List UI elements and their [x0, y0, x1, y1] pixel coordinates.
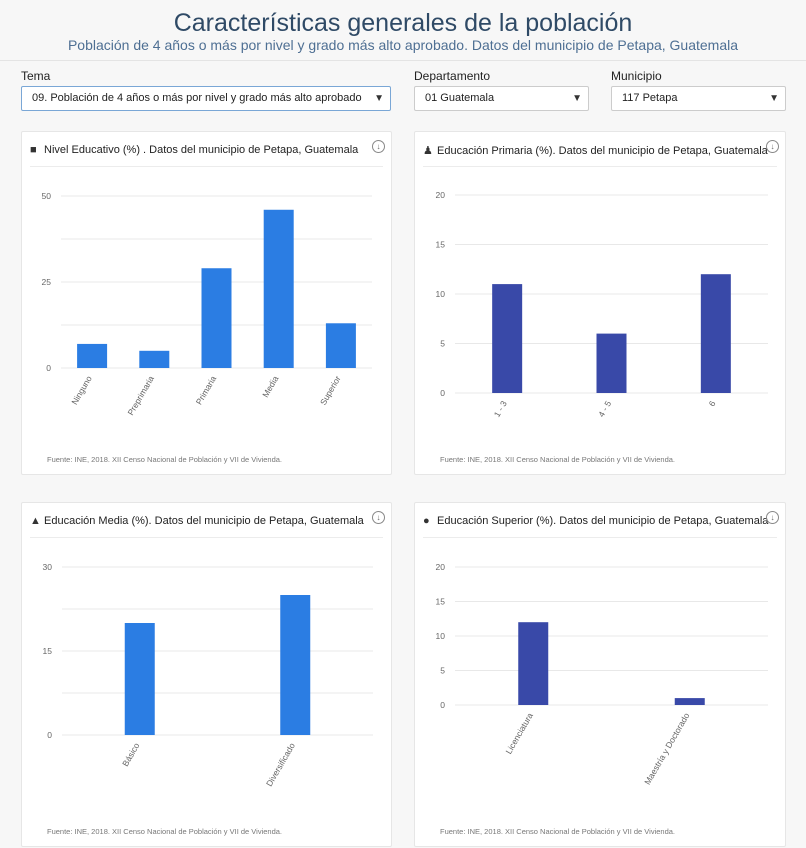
- bar[interactable]: [280, 595, 311, 735]
- x-tick-label: 1 - 3: [492, 399, 509, 419]
- chart-title: ▲ Educación Media (%). Datos del municipi…: [30, 515, 364, 527]
- x-tick-label: Superior: [318, 374, 343, 407]
- chart-card-educacion-primaria: ♟ Educación Primaria (%). Datos del munic…: [414, 131, 786, 475]
- caret-down-icon: ▼: [572, 93, 582, 104]
- tema-label: Tema: [21, 69, 51, 83]
- chart-title-text: Educación Primaria (%). Datos del munici…: [437, 145, 768, 157]
- municipio-select-value: 117 Petapa: [622, 92, 678, 104]
- chart-title: ● Educación Superior (%). Datos del munic…: [423, 515, 768, 527]
- chart-title: ■ Nivel Educativo (%) . Datos del municip…: [30, 144, 358, 156]
- bar[interactable]: [263, 209, 294, 368]
- y-tick-label: 10: [436, 289, 446, 299]
- y-tick-label: 15: [436, 597, 446, 607]
- tema-select-value: 09. Población de 4 años o más por nivel …: [32, 92, 362, 104]
- chart-title-text: Nivel Educativo (%) . Datos del municipi…: [44, 144, 359, 156]
- departamento-select[interactable]: 01 Guatemala ▼: [414, 86, 589, 111]
- y-tick-label: 0: [440, 388, 445, 398]
- page-header: Características generales de la població…: [0, 0, 806, 61]
- page-subtitle: Población de 4 años o más por nivel y gr…: [67, 37, 739, 53]
- graduation-cap-icon: ▲: [30, 515, 41, 527]
- bar[interactable]: [124, 623, 155, 735]
- y-tick-label: 0: [47, 730, 52, 740]
- bar[interactable]: [492, 284, 523, 393]
- divider: [30, 166, 383, 167]
- y-tick-label: 15: [436, 240, 446, 250]
- chart-svg: 0 5 10 15 20 1 - 3 4 - 5 6: [436, 190, 768, 419]
- bar[interactable]: [77, 343, 108, 368]
- chart-card-nivel-educativo: ■ Nivel Educativo (%) . Datos del municip…: [21, 131, 392, 475]
- y-tick-label: 20: [436, 562, 446, 572]
- x-tick-label: Maestría y Doctorado: [642, 711, 691, 787]
- source-note: Fuente: INE, 2018. XII Censo Nacional de…: [47, 455, 283, 464]
- x-tick-label: 6: [707, 399, 718, 408]
- x-tick-label: Ninguno: [69, 374, 94, 407]
- municipio-select[interactable]: 117 Petapa ▼: [611, 86, 786, 111]
- chart-svg: 0 5 10 15 20 Licenciatura Maestría y Doctorado: [436, 562, 768, 787]
- x-tick-label: Diversificado: [264, 741, 297, 788]
- bar[interactable]: [596, 333, 627, 393]
- source-note: Fuente: INE, 2018. XII Censo Nacional de…: [47, 827, 283, 836]
- x-tick-label: Básico: [120, 741, 142, 768]
- chart-title-text: Educación Superior (%). Datos del munici…: [437, 515, 769, 527]
- municipio-label: Municipio: [611, 69, 662, 83]
- bar[interactable]: [201, 268, 232, 368]
- divider: [423, 537, 777, 538]
- source-note: Fuente: INE, 2018. XII Censo Nacional de…: [440, 455, 676, 464]
- divider: [423, 166, 777, 167]
- chart-card-educacion-superior: ● Educación Superior (%). Datos del munic…: [414, 502, 786, 847]
- tema-select[interactable]: 09. Población de 4 años o más por nivel …: [21, 86, 391, 111]
- x-tick-label: Media: [260, 374, 280, 399]
- y-tick-label: 30: [43, 562, 53, 572]
- x-tick-label: Preprimaria: [125, 374, 156, 417]
- departamento-label: Departamento: [414, 69, 491, 83]
- chart-svg: 0 25 50 Ninguno Preprimaria Primaria Media Supe…: [42, 191, 372, 417]
- bar[interactable]: [674, 698, 705, 705]
- x-tick-label: Primaria: [194, 374, 219, 407]
- source-note: Fuente: INE, 2018. XII Censo Nacional de…: [440, 827, 676, 836]
- child-icon: ♟: [423, 145, 433, 157]
- chart-svg: 0 15 30 Básico Diversificado: [43, 562, 373, 788]
- x-tick-label: 4 - 5: [596, 399, 613, 419]
- y-tick-label: 25: [42, 277, 52, 287]
- download-icon[interactable]: ↓: [372, 511, 385, 524]
- bar[interactable]: [325, 323, 356, 368]
- y-tick-label: 5: [440, 339, 445, 349]
- user-graduate-icon: ●: [423, 515, 430, 527]
- caret-down-icon: ▼: [374, 93, 384, 104]
- bar[interactable]: [139, 350, 170, 368]
- bar[interactable]: [518, 622, 549, 705]
- y-tick-label: 0: [440, 700, 445, 710]
- y-tick-label: 5: [440, 666, 445, 676]
- bar[interactable]: [700, 274, 731, 393]
- chart-title: ♟ Educación Primaria (%). Datos del munic…: [423, 144, 768, 157]
- y-tick-label: 50: [42, 191, 52, 201]
- book-reader-icon: ■: [30, 144, 37, 156]
- y-tick-label: 15: [43, 646, 53, 656]
- chart-title-text: Educación Media (%). Datos del municipio…: [44, 515, 364, 527]
- chart-card-educacion-media: ▲ Educación Media (%). Datos del municipi…: [21, 502, 392, 847]
- y-tick-label: 10: [436, 631, 446, 641]
- divider: [30, 537, 383, 538]
- x-tick-label: Licenciatura: [503, 711, 535, 756]
- departamento-select-value: 01 Guatemala: [425, 92, 495, 104]
- y-tick-label: 0: [46, 363, 51, 373]
- download-icon[interactable]: ↓: [766, 140, 779, 153]
- caret-down-icon: ▼: [769, 93, 779, 104]
- page-title: Características generales de la població…: [173, 9, 633, 37]
- download-icon[interactable]: ↓: [766, 511, 779, 524]
- y-tick-label: 20: [436, 190, 446, 200]
- download-icon[interactable]: ↓: [372, 140, 385, 153]
